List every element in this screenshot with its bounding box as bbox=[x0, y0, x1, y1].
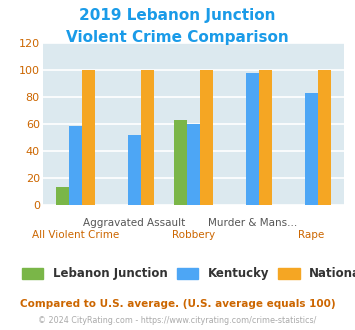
Bar bbox=[187, 124, 200, 205]
Text: 2019 Lebanon Junction: 2019 Lebanon Junction bbox=[79, 8, 276, 23]
Text: Robbery: Robbery bbox=[172, 230, 215, 241]
Bar bbox=[200, 70, 213, 205]
Bar bbox=[141, 70, 154, 205]
Bar bbox=[56, 187, 69, 205]
Bar bbox=[259, 70, 272, 205]
Text: © 2024 CityRating.com - https://www.cityrating.com/crime-statistics/: © 2024 CityRating.com - https://www.city… bbox=[38, 316, 317, 325]
Text: Aggravated Assault: Aggravated Assault bbox=[83, 217, 186, 228]
Text: All Violent Crime: All Violent Crime bbox=[32, 230, 119, 241]
Bar bbox=[69, 126, 82, 205]
Text: Rape: Rape bbox=[298, 230, 324, 241]
Bar bbox=[305, 93, 318, 205]
Bar bbox=[128, 135, 141, 205]
Bar bbox=[246, 73, 259, 205]
Text: Violent Crime Comparison: Violent Crime Comparison bbox=[66, 30, 289, 45]
Bar bbox=[82, 70, 95, 205]
Bar bbox=[318, 70, 331, 205]
Bar bbox=[174, 120, 187, 205]
Text: Compared to U.S. average. (U.S. average equals 100): Compared to U.S. average. (U.S. average … bbox=[20, 299, 335, 309]
Legend: Lebanon Junction, Kentucky, National: Lebanon Junction, Kentucky, National bbox=[18, 264, 355, 284]
Text: Murder & Mans...: Murder & Mans... bbox=[208, 217, 297, 228]
